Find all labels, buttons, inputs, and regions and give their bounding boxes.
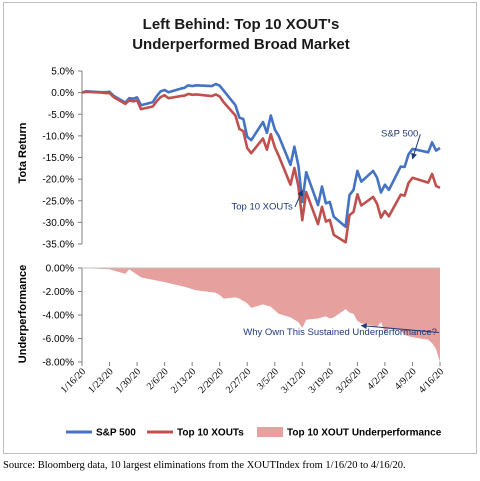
x-tick-label: 3/19/20 bbox=[307, 366, 336, 395]
x-axis-ticks: 1/16/201/23/201/30/20 2/6/202/13/202/20/2… bbox=[59, 362, 446, 396]
underperformance-area bbox=[82, 268, 440, 362]
top-y-axis-label: Tota Return bbox=[17, 122, 29, 183]
annotation-label: Top 10 XOUTs bbox=[231, 201, 292, 212]
x-tick-label: 4/9/20 bbox=[393, 366, 419, 392]
legend-swatch bbox=[257, 427, 283, 437]
top-y-tick-label: -15.0% bbox=[42, 153, 74, 164]
annotations: S&P 500 Top 10 XOUTs Why Own This Sustaine… bbox=[231, 129, 439, 338]
top-y-tick-label: -5.0% bbox=[48, 110, 74, 121]
chart-frame: Left Behind: Top 10 XOUT's Underperforme… bbox=[3, 2, 477, 454]
x-tick-label: 1/30/20 bbox=[114, 366, 143, 395]
bottom-y-tick-label: -6.00% bbox=[42, 334, 74, 345]
x-tick-label: 3/5/20 bbox=[255, 366, 281, 392]
bottom-y-tick-label: -4.00% bbox=[42, 311, 74, 322]
annotation-arrow bbox=[294, 189, 303, 208]
legend-label: Top 10 XOUTs bbox=[177, 428, 244, 439]
x-tick-label: 4/2/20 bbox=[365, 366, 391, 392]
chart: Left Behind: Top 10 XOUT's Underperforme… bbox=[17, 16, 446, 439]
top-y-tick-label: -35.0% bbox=[42, 240, 74, 251]
top-y-tick-label: 0.0% bbox=[51, 88, 74, 99]
annotation-label: S&P 500 bbox=[381, 129, 418, 140]
legend-label: S&P 500 bbox=[96, 428, 136, 439]
bottom-axis: 0.00% -2.00% -4.00% -6.00% -8.00% bbox=[42, 264, 83, 369]
x-tick-label: 3/12/20 bbox=[279, 366, 308, 395]
underperformance-area-layer bbox=[82, 267, 440, 362]
x-tick-label: 2/27/20 bbox=[224, 366, 253, 395]
return-lines-layer bbox=[81, 82, 441, 244]
annotation-arrow bbox=[360, 323, 439, 333]
x-tick-label: 3/26/20 bbox=[334, 366, 363, 395]
x-tick-label: 2/6/20 bbox=[145, 366, 171, 392]
bottom-y-tick-label: -8.00% bbox=[42, 358, 74, 369]
chart-title-line1: Left Behind: Top 10 XOUT's bbox=[143, 16, 340, 33]
top-y-tick-label: -20.0% bbox=[42, 175, 74, 186]
annotation-label: Why Own This Sustained Underperformance? bbox=[243, 327, 437, 338]
x-tick-label: 4/16/20 bbox=[417, 366, 446, 395]
x-tick-label: 2/13/20 bbox=[169, 366, 198, 395]
chart-title-line2: Underperformed Broad Market bbox=[132, 36, 350, 53]
top-y-tick-label: -30.0% bbox=[42, 218, 74, 229]
top-y-tick-label: -25.0% bbox=[42, 196, 74, 207]
legend: S&P 500 Top 10 XOUTs Top 10 XOUT Underperf… bbox=[66, 427, 442, 439]
top-y-tick-label: -10.0% bbox=[42, 131, 74, 142]
bottom-y-tick-label: 0.00% bbox=[46, 264, 74, 275]
x-tick-label: 1/23/20 bbox=[86, 366, 115, 395]
legend-label: Top 10 XOUT Underperformance bbox=[287, 428, 442, 439]
top10-xouts-line bbox=[81, 90, 441, 244]
source-note: Source: Bloomberg data, 10 largest elimi… bbox=[3, 460, 406, 471]
x-tick-label: 1/16/20 bbox=[59, 366, 88, 395]
top-y-tick-label: 5.0% bbox=[51, 67, 74, 78]
bottom-y-axis-label: Underperformance bbox=[17, 265, 29, 363]
sp500-line bbox=[81, 82, 441, 228]
bottom-y-tick-label: -2.00% bbox=[42, 287, 74, 298]
annotation-arrow bbox=[411, 134, 421, 160]
top-axis: 5.0% 0.0% -5.0% -10.0% -15.0% -20.0% -25.0% -30… bbox=[42, 67, 83, 251]
x-tick-label: 2/20/20 bbox=[196, 366, 225, 395]
